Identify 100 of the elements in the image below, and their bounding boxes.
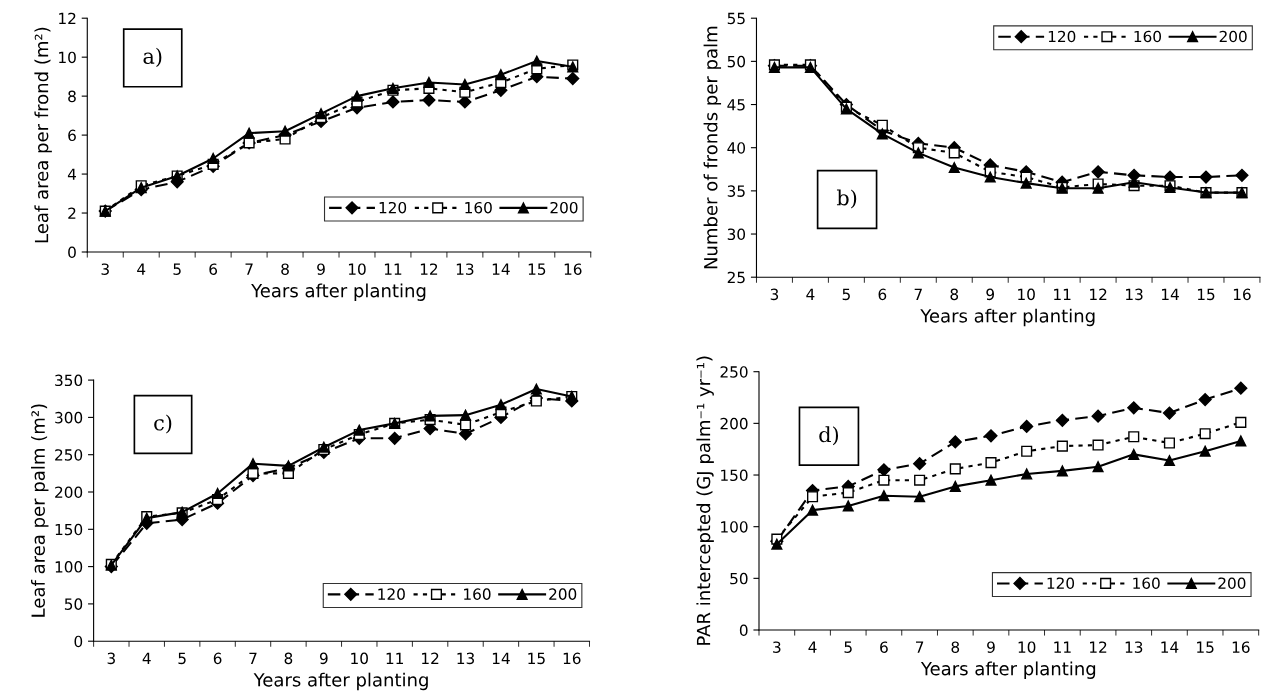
x-tick-label: 16	[564, 263, 582, 275]
y-tick-label: 35	[727, 185, 745, 197]
x-axis-title: Years after planting	[920, 661, 1096, 679]
x-tick-label: 3	[770, 288, 779, 301]
y-tick-label: 0	[68, 246, 76, 259]
x-tick-label: 4	[142, 652, 151, 664]
x-tick-label: 6	[878, 288, 887, 301]
x-tick-label: 10	[348, 263, 366, 275]
x-tick-label: 11	[1054, 641, 1071, 653]
y-tick-label: 200	[55, 486, 83, 499]
y-tick-label: 250	[720, 366, 748, 378]
x-tick-label: 12	[1090, 288, 1107, 300]
y-tick-label: 50	[730, 572, 748, 585]
x-tick-label: 4	[137, 263, 146, 275]
y-tick-label: 4	[67, 168, 77, 180]
y-tick-label: 200	[720, 417, 748, 430]
y-tick-label: 350	[55, 374, 83, 387]
legend-label: 200	[550, 201, 578, 214]
x-tick-label: 13	[1126, 288, 1143, 301]
annotation: b)	[836, 189, 857, 209]
annotation: d)	[819, 426, 839, 446]
x-tick-label: 4	[806, 288, 815, 300]
x-tick-label: 4	[808, 641, 817, 653]
x-tick-label: 12	[422, 652, 439, 664]
y-tick-label: 30	[727, 228, 746, 241]
legend-label: 120	[378, 588, 405, 600]
x-tick-label: 6	[209, 263, 218, 275]
x-tick-label: 10	[1018, 641, 1036, 653]
x-tick-label: 12	[1090, 641, 1107, 653]
legend-label: 160	[1134, 30, 1162, 43]
annotation: a)	[143, 47, 162, 67]
x-tick-label: 10	[1018, 288, 1035, 301]
x-tick-label: 3	[101, 263, 109, 275]
y-tick-label: 100	[721, 521, 748, 533]
y-tick-label: 10	[59, 51, 76, 64]
x-tick-label: 11	[386, 652, 403, 664]
x-tick-label: 5	[178, 652, 186, 665]
legend-label: 120	[1047, 577, 1075, 589]
y-tick-label: 50	[727, 55, 746, 68]
x-tick-label: 5	[842, 288, 850, 301]
x-tick-label: 7	[914, 288, 922, 300]
y-tick-label: 0	[739, 624, 748, 637]
y-tick-label: 55	[727, 12, 745, 25]
legend-label: 120	[379, 201, 407, 214]
x-tick-label: 8	[950, 288, 959, 301]
x-tick-label: 12	[420, 263, 438, 275]
y-tick-label: 0	[74, 635, 83, 648]
x-tick-label: 11	[384, 263, 402, 275]
x-tick-label: 9	[986, 288, 995, 301]
y-tick-label: 150	[721, 469, 748, 482]
x-tick-label: 13	[457, 652, 475, 665]
y-axis-title: PAR intercepted (GJ palm⁻¹ yr⁻¹)	[696, 356, 714, 645]
x-axis-title: Years after planting	[253, 672, 428, 691]
x-tick-label: 7	[916, 641, 924, 653]
x-axis-title: Years after planting	[251, 283, 426, 301]
x-tick-label: 6	[880, 641, 888, 653]
legend-label: 200	[1218, 577, 1246, 589]
x-tick-label: 16	[563, 652, 581, 665]
x-tick-label: 8	[951, 641, 960, 653]
y-tick-label: 12	[59, 12, 76, 24]
x-tick-label: 15	[1197, 641, 1214, 653]
x-tick-label: 13	[1125, 641, 1143, 653]
annotation: c)	[154, 414, 172, 434]
y-tick-label: 8	[68, 90, 76, 103]
legend-label: 160	[465, 201, 492, 214]
x-tick-label: 15	[1197, 288, 1215, 301]
x-tick-label: 8	[284, 652, 293, 665]
x-tick-label: 14	[492, 652, 510, 664]
y-axis-title: Leaf area per frond (m²)	[34, 27, 52, 243]
legend-label: 120	[1048, 30, 1076, 43]
x-tick-label: 7	[249, 652, 257, 664]
y-tick-label: 2	[68, 207, 76, 219]
legend-label: 200	[1219, 30, 1247, 43]
y-tick-label: 100	[55, 561, 83, 573]
x-tick-label: 11	[1054, 288, 1071, 300]
x-tick-label: 14	[1161, 288, 1179, 300]
x-tick-label: 7	[245, 263, 253, 275]
y-tick-label: 40	[727, 142, 746, 154]
y-tick-label: 50	[64, 598, 83, 610]
legend-label: 160	[464, 588, 491, 600]
x-tick-label: 3	[107, 652, 115, 665]
x-tick-label: 9	[317, 263, 325, 275]
y-tick-label: 250	[55, 449, 83, 461]
x-tick-label: 15	[528, 263, 546, 275]
x-tick-label: 5	[844, 641, 852, 653]
x-axis-title: Years after planting	[920, 308, 1095, 327]
x-tick-label: 5	[173, 263, 181, 275]
y-tick-label: 300	[55, 411, 83, 424]
x-tick-label: 9	[319, 652, 328, 665]
x-tick-label: 16	[1232, 641, 1250, 653]
x-tick-label: 3	[773, 641, 781, 653]
x-tick-label: 16	[1233, 288, 1251, 301]
legend-label: 200	[549, 588, 577, 600]
x-tick-label: 15	[528, 652, 545, 665]
y-tick-label: 25	[727, 271, 745, 284]
y-tick-label: 150	[55, 523, 83, 536]
x-tick-label: 14	[1161, 641, 1179, 653]
y-tick-label: 45	[727, 99, 745, 111]
y-tick-label: 6	[68, 129, 76, 142]
x-tick-label: 9	[987, 641, 995, 653]
